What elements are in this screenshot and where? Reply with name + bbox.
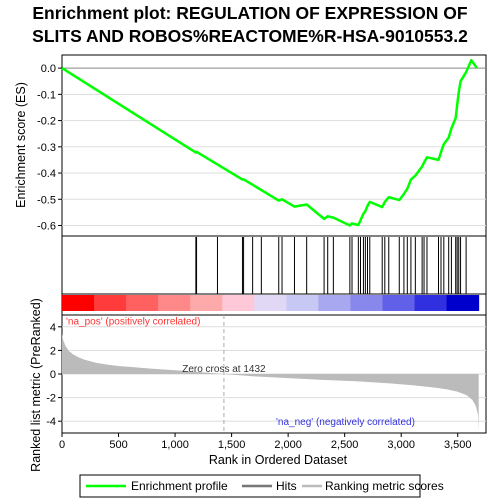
legend-label-enrichment: Enrichment profile [131, 479, 228, 493]
x-axis-label: Rank in Ordered Dataset [209, 453, 348, 467]
x-tick-label: 1,500 [218, 439, 246, 451]
metric-y-tick-label: 0 [50, 369, 56, 381]
ranking-bar-segment [158, 295, 191, 311]
ranking-bar-segment [190, 295, 223, 311]
ranked-metric-area [62, 333, 479, 431]
es-y-tick-label: -0.5 [37, 194, 56, 206]
hits-layer [195, 237, 467, 294]
ranking-bar-segment [382, 295, 416, 311]
ranking-bar-segment [62, 295, 95, 311]
x-tick-label: 3,000 [387, 439, 415, 451]
metric-y-tick-label: -2 [46, 393, 56, 405]
es-y-tick-label: -0.1 [37, 89, 56, 101]
es-y-tick-label: -0.4 [37, 168, 56, 180]
metric-x-axis: 0 500 1,000 1,500 2,000 2,500 3,000 3,500 [59, 433, 472, 451]
x-tick-label: 500 [109, 439, 127, 451]
es-line-layer [61, 58, 479, 227]
legend-label-hits: Hits [276, 479, 297, 493]
legend: Enrichment profile Hits Ranking metric s… [79, 474, 444, 498]
ranking-color-bar [62, 295, 480, 311]
ranking-bar-segment [126, 295, 159, 311]
ranking-bar-segment [222, 295, 255, 311]
es-y-axis-label: Enrichment score (ES) [14, 82, 28, 208]
ranking-bar-segment [350, 295, 384, 311]
es-y-tick-label: 0.0 [41, 63, 56, 75]
x-tick-label: 3,500 [444, 439, 472, 451]
legend-label-ranking: Ranking metric scores [325, 479, 444, 493]
na-pos-label: 'na_pos' (positively correlated) [66, 316, 200, 327]
x-tick-label: 2,500 [331, 439, 359, 451]
metric-y-axis-label: Ranked list metric (PreRanked) [29, 298, 43, 472]
ranking-bar-segment [414, 295, 448, 311]
x-tick-label: 0 [59, 439, 65, 451]
metric-y-tick-label: -4 [46, 416, 56, 428]
metric-area-layer [62, 315, 479, 433]
metric-y-axis: 4 2 0 -2 -4 [46, 322, 62, 428]
es-y-tick-label: -0.6 [37, 221, 56, 233]
ranking-bar-segment [254, 295, 287, 311]
ranking-bar-segment [446, 295, 480, 311]
chart-title-line-1: Enrichment plot: REGULATION OF EXPRESSIO… [32, 3, 468, 23]
na-neg-label: 'na_neg' (negatively correlated) [276, 417, 415, 428]
ranking-bar-segment [94, 295, 127, 311]
enrichment-profile-line [61, 58, 479, 227]
chart-title-line-2: SLITS AND ROBOS%REACTOME%R-HSA-9010553.2 [32, 26, 468, 46]
ranking-bar-segment [286, 295, 319, 311]
ranking-bar-segment [318, 295, 351, 311]
es-y-tick-label: -0.3 [37, 142, 56, 154]
es-gridlines [62, 67, 486, 227]
metric-y-tick-label: 2 [50, 345, 56, 357]
es-y-axis: 0.0 -0.1 -0.2 -0.3 -0.4 -0.5 -0.6 [37, 63, 62, 233]
x-tick-label: 2,000 [274, 439, 302, 451]
zero-cross-label: Zero cross at 1432 [182, 364, 266, 375]
metric-y-tick-label: 4 [50, 322, 56, 334]
x-tick-label: 1,000 [161, 439, 189, 451]
es-y-tick-label: -0.2 [37, 116, 56, 128]
